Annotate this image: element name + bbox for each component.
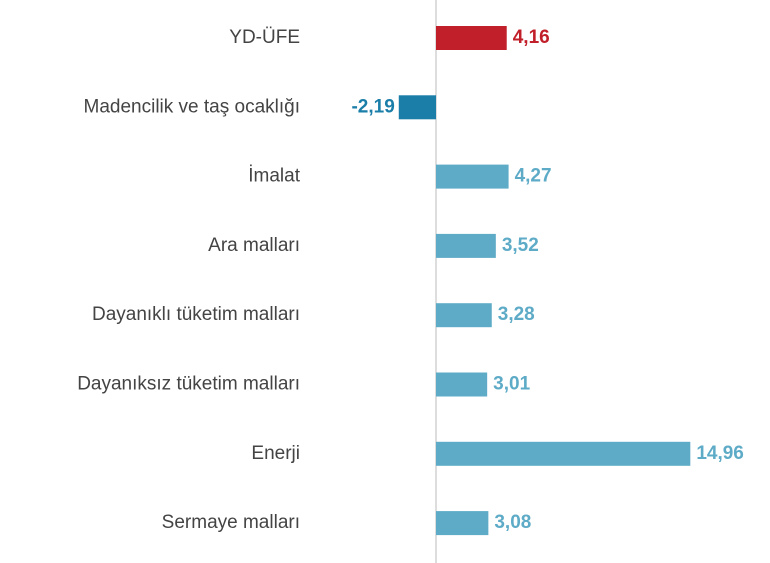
value-label: 3,28 bbox=[498, 304, 535, 325]
value-label: 4,16 bbox=[513, 27, 550, 48]
category-label: YD-ÜFE bbox=[229, 27, 300, 48]
category-label: İmalat bbox=[248, 166, 300, 187]
bar bbox=[436, 441, 691, 466]
bar bbox=[436, 303, 492, 328]
category-label: Enerji bbox=[251, 443, 300, 464]
bar bbox=[398, 95, 436, 120]
category-label: Sermaye malları bbox=[162, 512, 300, 533]
value-label: 3,52 bbox=[502, 235, 539, 256]
bar bbox=[436, 26, 507, 50]
value-label: 14,96 bbox=[696, 443, 744, 464]
category-label: Madencilik ve taş ocaklığı bbox=[84, 96, 301, 117]
value-label: -2,19 bbox=[351, 96, 394, 117]
category-label: Dayanıksız tüketim malları bbox=[77, 374, 300, 395]
bar bbox=[436, 372, 488, 397]
value-label: 3,08 bbox=[494, 512, 531, 533]
category-label: Ara malları bbox=[208, 235, 300, 256]
value-label: 4,27 bbox=[515, 166, 552, 187]
bar bbox=[436, 233, 496, 258]
value-label: 3,01 bbox=[493, 374, 530, 395]
bar bbox=[436, 164, 509, 189]
bar bbox=[436, 511, 489, 536]
category-label: Dayanıklı tüketim malları bbox=[92, 304, 300, 325]
